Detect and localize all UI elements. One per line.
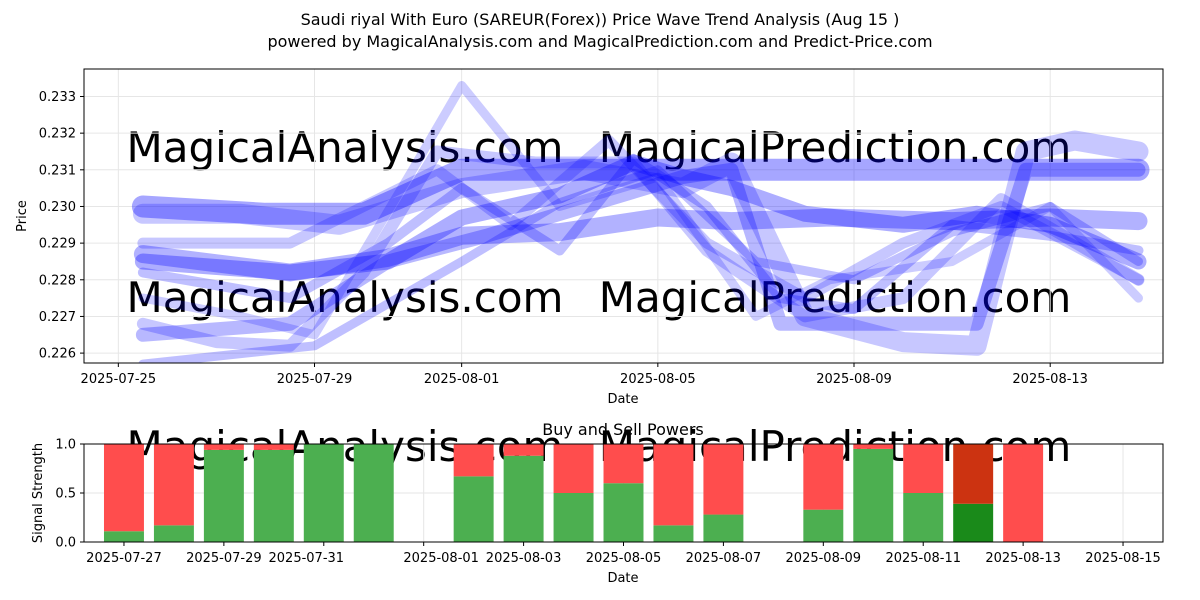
buy-power-bar [953, 503, 994, 542]
price-y-tick-label: 0.232 [39, 127, 76, 142]
signal-y-tick-label: 1.0 [55, 438, 76, 453]
price-wave-line [138, 81, 1143, 340]
sell-power-bar [703, 444, 744, 515]
price-x-tick-label: 2025-08-09 [816, 372, 892, 387]
price-x-axis: 2025-07-25 2025-07-29 2025-08-01 2025-08-05… [81, 363, 1088, 387]
chart-title: Saudi riyal With Euro (SAREUR(Forex)) Pr… [301, 10, 900, 29]
buy-power-bar [853, 448, 894, 542]
sell-power-bar [503, 444, 544, 456]
buy-power-bar [503, 455, 544, 542]
buy-power-bar [553, 493, 594, 542]
signal-x-tick-label: 2025-08-05 [586, 551, 662, 566]
price-y-tick-label: 0.233 [39, 90, 76, 105]
signal-x-tick-label: 2025-08-13 [985, 551, 1061, 566]
sell-power-bar [853, 444, 894, 449]
buy-power-bar [303, 444, 344, 542]
signal-x-tick-label: 2025-08-01 [403, 551, 479, 566]
signal-x-axis-label: Date [607, 571, 638, 586]
buy-power-bar [353, 444, 394, 542]
buy-power-bar [103, 531, 144, 542]
price-y-tick-label: 0.229 [39, 237, 76, 252]
watermark-text: MagicalPrediction.com [599, 123, 1072, 172]
signal-y-axis-label: Signal Strength [31, 443, 46, 543]
signal-bars [103, 444, 1044, 542]
price-x-tick-label: 2025-08-01 [424, 372, 500, 387]
price-y-tick-label: 0.230 [39, 200, 76, 215]
price-grid [84, 69, 1163, 363]
signal-x-tick-label: 2025-07-31 [269, 551, 345, 566]
buy-power-bar [803, 509, 844, 542]
price-wave-line [135, 162, 1146, 342]
signal-chart-title: Buy and Sell Powers [542, 420, 704, 439]
buy-power-bar [653, 525, 694, 542]
price-x-axis-label: Date [607, 392, 638, 407]
price-y-tick-label: 0.228 [39, 273, 76, 288]
watermark-text: MagicalPrediction.com [599, 273, 1072, 322]
price-x-tick-label: 2025-07-29 [277, 372, 353, 387]
price-wave-line [138, 165, 1143, 363]
price-wave-line [131, 158, 1150, 225]
price-wave-line [137, 153, 1144, 315]
price-wave-line [133, 208, 1148, 282]
sell-power-bar [603, 444, 644, 484]
signal-y-tick-label: 0.5 [55, 487, 76, 502]
price-wave-line [134, 154, 1147, 281]
price-x-tick-label: 2025-08-13 [1012, 372, 1088, 387]
buy-sell-panel: Buy and Sell Powers 2025-07-27 2025-07-29… [31, 420, 1164, 586]
price-y-tick-label: 0.227 [39, 310, 76, 325]
buy-power-bar [453, 476, 494, 542]
signal-x-tick-label: 2025-08-07 [686, 551, 762, 566]
sell-power-bar [803, 444, 844, 510]
signal-y-axis: 0.0 0.5 1.0 [55, 438, 84, 551]
buy-power-bar [903, 493, 944, 542]
sell-power-bar [153, 444, 194, 526]
sell-power-bar [253, 444, 294, 450]
sell-power-bar [653, 444, 694, 526]
price-waves [131, 81, 1150, 363]
sell-power-bar [553, 444, 594, 493]
signal-x-tick-label: 2025-07-29 [186, 551, 262, 566]
price-y-tick-label: 0.226 [39, 347, 76, 362]
buy-power-bar [703, 514, 744, 542]
signal-x-tick-label: 2025-08-09 [786, 551, 862, 566]
signal-x-tick-label: 2025-08-15 [1085, 551, 1161, 566]
signal-x-axis: 2025-07-27 2025-07-29 2025-07-31 2025-08-01… [86, 542, 1161, 566]
price-wave-line [132, 130, 1149, 356]
chart-subtitle: powered by MagicalAnalysis.com and Magic… [267, 32, 932, 51]
price-y-axis: 0.226 0.227 0.228 0.229 0.230 0.231 0.232 0.233 [39, 90, 84, 362]
price-wave-panel: 2025-07-25 2025-07-29 2025-08-01 2025-08-05… [15, 68, 1164, 407]
price-x-tick-label: 2025-08-05 [620, 372, 696, 387]
buy-power-bar [603, 483, 644, 542]
sell-power-bar [103, 444, 144, 532]
signal-x-tick-label: 2025-08-03 [486, 551, 562, 566]
buy-power-bar [253, 449, 294, 542]
sell-power-bar [1003, 444, 1044, 542]
price-wave-line [137, 135, 1144, 304]
buy-power-bar [203, 449, 244, 542]
sell-power-bar [203, 444, 244, 450]
price-plot-frame [83, 68, 1164, 364]
signal-x-tick-label: 2025-08-11 [885, 551, 961, 566]
sell-power-bar [953, 444, 994, 504]
buy-power-bar [153, 525, 194, 542]
signal-x-tick-label: 2025-07-27 [86, 551, 162, 566]
price-y-axis-label: Price [15, 200, 30, 232]
sell-power-bar [903, 444, 944, 493]
price-x-tick-label: 2025-07-25 [81, 372, 157, 387]
price-y-tick-label: 0.231 [39, 163, 76, 178]
sell-power-bar [453, 444, 494, 477]
signal-y-tick-label: 0.0 [55, 536, 76, 551]
watermark-text: MagicalAnalysis.com [127, 273, 564, 322]
price-wave-line [136, 145, 1145, 352]
watermark-text: MagicalAnalysis.com [127, 123, 564, 172]
